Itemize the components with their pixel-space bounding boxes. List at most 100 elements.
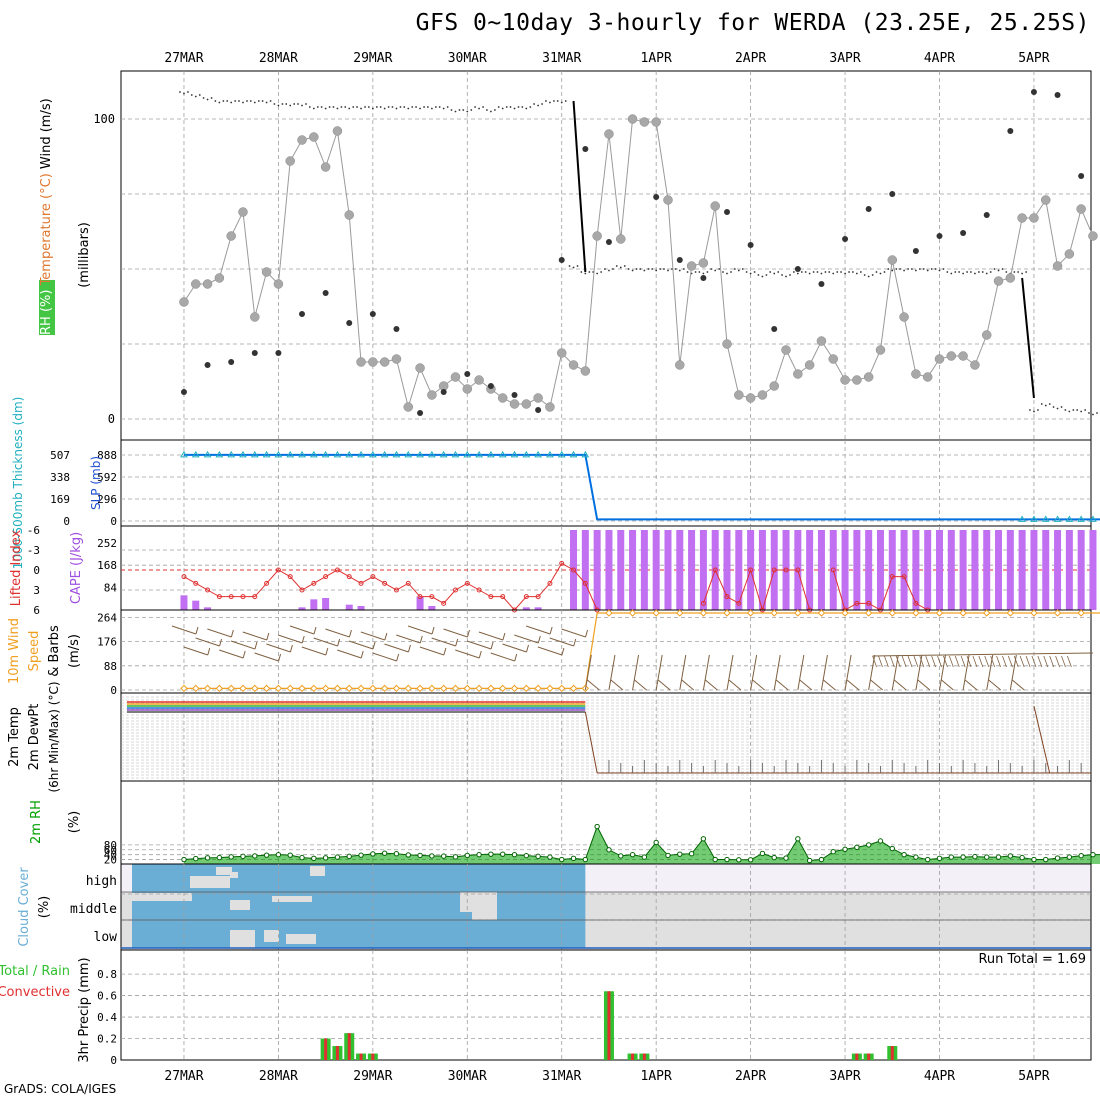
thickness-marker xyxy=(404,450,413,458)
precip-bar-convective xyxy=(324,1038,328,1060)
rh-point xyxy=(311,855,317,862)
wind-barb-flag xyxy=(988,679,1002,691)
slp-overlay-dot xyxy=(828,271,831,273)
slp-overlay-dot xyxy=(246,100,248,102)
slp-overlay-dot xyxy=(1084,409,1087,411)
wind-speed-marker xyxy=(298,684,306,693)
wind-barb-tick xyxy=(925,655,931,668)
wind-barb xyxy=(230,640,256,650)
slp-overlay-dot xyxy=(722,271,724,273)
slp-overlay-dot xyxy=(179,91,181,93)
thickness-marker xyxy=(191,450,200,458)
temperature-point xyxy=(936,233,943,239)
wind-barb-flag xyxy=(705,679,718,691)
date-label-bottom-1: 28MAR xyxy=(259,1069,298,1084)
slp-overlay-dot xyxy=(340,106,343,108)
lifted-index-point xyxy=(476,587,482,593)
temperature-point xyxy=(794,266,801,272)
wind-barb xyxy=(986,654,994,691)
temperature-point xyxy=(818,281,825,287)
slp-overlay-dot xyxy=(1092,413,1094,416)
cloud-gap xyxy=(272,896,312,902)
rh-point xyxy=(795,836,801,842)
date-label-top-4: 31MAR xyxy=(542,51,581,66)
slp-overlay-dot xyxy=(297,103,299,105)
slp-overlay-dot xyxy=(1056,407,1059,410)
rh-point xyxy=(523,852,530,859)
panel-10m-wind-label-a: 10m Wind xyxy=(7,618,22,684)
slp-overlay-dot xyxy=(1044,404,1047,407)
chart-title: GFS 0~10day 3-hourly for WERDA (23.25E, … xyxy=(415,10,1090,36)
rh-point xyxy=(452,854,459,860)
wind-barb-tick xyxy=(1025,655,1031,668)
wind-barb-flag xyxy=(254,641,258,650)
slp-overlay-dot xyxy=(954,271,957,273)
slp-overlay-dot xyxy=(820,272,823,275)
rh-point xyxy=(358,852,364,858)
slp-overlay-dot xyxy=(419,107,421,110)
slp-overlay-dot xyxy=(399,106,402,108)
thickness-marker xyxy=(416,450,424,458)
wind-barb xyxy=(171,625,197,635)
slp-line xyxy=(183,453,1100,521)
wind-barb xyxy=(525,625,551,635)
wind-barb xyxy=(773,654,781,691)
slp-overlay-dot xyxy=(667,269,669,272)
cloud-gap xyxy=(190,876,230,888)
lifted-index-point xyxy=(748,567,754,573)
wind-barb xyxy=(702,654,710,691)
thickness-marker xyxy=(357,450,365,458)
slp-overlay-dot xyxy=(958,271,961,273)
temperature-point xyxy=(771,326,778,332)
wind-barb xyxy=(514,634,539,644)
rh-point xyxy=(1090,851,1096,858)
thickness-marker xyxy=(1077,515,1086,522)
slp-overlay-dot xyxy=(1033,410,1035,413)
wind-point xyxy=(568,360,579,370)
rh-point xyxy=(712,856,718,863)
slp-overlay-dot xyxy=(183,92,185,95)
wind-point xyxy=(533,393,543,403)
rh-point xyxy=(181,856,187,863)
wind-barb-tick xyxy=(990,655,996,668)
slp-overlay-dot xyxy=(1017,271,1020,273)
cape-bar xyxy=(676,530,684,610)
wind-speed-marker xyxy=(983,609,991,617)
wind-barb-flag xyxy=(219,638,223,647)
slp-overlay-dot xyxy=(612,268,614,270)
rh-point xyxy=(559,856,565,863)
wind-line xyxy=(183,118,1094,409)
wind-barb xyxy=(939,654,946,691)
precip-tick-2: 0.4 xyxy=(97,1011,117,1024)
wind-point xyxy=(757,390,768,400)
slp-overlay-dot xyxy=(950,272,953,275)
wind-point xyxy=(686,261,697,271)
wind-speed-marker xyxy=(888,609,896,617)
cape-bar xyxy=(617,530,625,610)
wind-speed-marker xyxy=(310,684,318,693)
wind-barb-flag xyxy=(372,641,376,650)
wind-barb xyxy=(195,637,220,647)
rh-point xyxy=(1066,854,1073,860)
cape-bar xyxy=(1030,530,1038,610)
precip-tick-1: 0.6 xyxy=(97,990,117,1003)
slp-overlay-dot xyxy=(871,274,874,276)
wind-point xyxy=(356,357,366,367)
slp-overlay-dot xyxy=(545,100,547,102)
cape-bar xyxy=(581,530,589,610)
wind10-tick-2: 88 xyxy=(104,660,117,673)
slp-overlay-dot xyxy=(714,269,717,272)
wind-point xyxy=(627,114,638,124)
wind-barb-tick xyxy=(1013,655,1019,668)
slp-overlay-dot xyxy=(726,272,728,275)
rh-point xyxy=(500,851,506,857)
lifted-index-point xyxy=(464,580,470,586)
lifted-index-point xyxy=(571,567,577,573)
wind-speed-marker xyxy=(605,609,613,617)
panel-slp-right-tick-2: 296 xyxy=(97,493,117,506)
wind-barb xyxy=(360,631,386,641)
wind-barb-flag xyxy=(1012,679,1025,691)
panel-10m-wind-label-d: (m/s) xyxy=(67,634,82,668)
cloud-gap xyxy=(230,930,255,950)
thickness-marker xyxy=(463,450,472,458)
